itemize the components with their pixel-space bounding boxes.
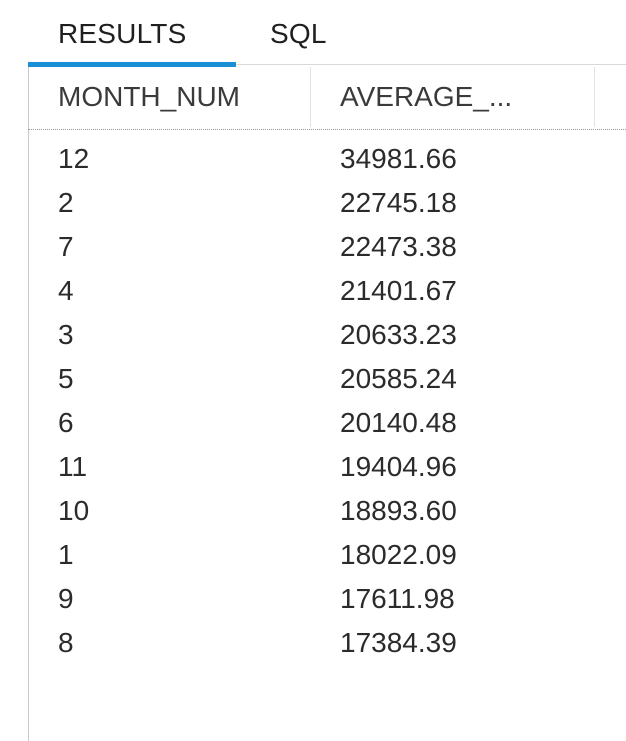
cell-month-num[interactable]: 1 (58, 539, 74, 570)
cell-average[interactable]: 18022.09 (340, 539, 457, 570)
cell-month-num[interactable]: 6 (58, 407, 74, 438)
cell-average[interactable]: 17611.98 (340, 583, 455, 614)
cell-average[interactable]: 21401.67 (340, 275, 457, 306)
column-resize-handle[interactable] (310, 67, 311, 127)
cell-month-num[interactable]: 12 (58, 143, 90, 174)
grid-header-row: MONTH_NUM AVERAGE_... (28, 67, 626, 130)
table-row[interactable]: 3 20633.23 (28, 315, 626, 359)
tab-bar-divider (236, 64, 626, 65)
results-grid: MONTH_NUM AVERAGE_... 12 34981.66 2 2274… (28, 67, 626, 741)
active-tab-indicator (28, 62, 236, 67)
table-row[interactable]: 2 22745.18 (28, 183, 626, 227)
table-row[interactable]: 12 34981.66 (28, 139, 626, 183)
cell-month-num[interactable]: 4 (58, 275, 74, 306)
column-resize-handle[interactable] (594, 67, 595, 127)
column-header-month-num[interactable]: MONTH_NUM (58, 81, 240, 112)
table-row[interactable]: 8 17384.39 (28, 623, 626, 667)
cell-month-num[interactable]: 2 (58, 187, 74, 218)
table-row[interactable]: 10 18893.60 (28, 491, 626, 535)
cell-month-num[interactable]: 8 (58, 627, 74, 658)
cell-average[interactable]: 34981.66 (340, 143, 457, 174)
table-row[interactable]: 9 17611.98 (28, 579, 626, 623)
cell-average[interactable]: 17384.39 (340, 627, 457, 658)
cell-month-num[interactable]: 3 (58, 319, 74, 350)
table-row[interactable]: 7 22473.38 (28, 227, 626, 271)
column-header-average[interactable]: AVERAGE_... (340, 81, 513, 112)
cell-month-num[interactable]: 7 (58, 231, 74, 262)
cell-month-num[interactable]: 5 (58, 363, 74, 394)
table-row[interactable]: 11 19404.96 (28, 447, 626, 491)
tab-bar: RESULTS SQL (0, 0, 626, 67)
tab-sql[interactable]: SQL (270, 18, 327, 49)
cell-average[interactable]: 20140.48 (340, 407, 457, 438)
table-row[interactable]: 1 18022.09 (28, 535, 626, 579)
cell-average[interactable]: 22745.18 (340, 187, 457, 218)
table-row[interactable]: 6 20140.48 (28, 403, 626, 447)
grid-left-border (28, 67, 29, 741)
table-row[interactable]: 4 21401.67 (28, 271, 626, 315)
cell-average[interactable]: 22473.38 (340, 231, 457, 262)
cell-average[interactable]: 20585.24 (340, 363, 457, 394)
cell-average[interactable]: 19404.96 (340, 451, 457, 482)
grid-body: 12 34981.66 2 22745.18 7 22473.38 4 2140… (28, 139, 626, 667)
cell-month-num[interactable]: 11 (58, 451, 88, 482)
cell-average[interactable]: 18893.60 (340, 495, 457, 526)
table-row[interactable]: 5 20585.24 (28, 359, 626, 403)
cell-average[interactable]: 20633.23 (340, 319, 457, 350)
cell-month-num[interactable]: 9 (58, 583, 74, 614)
tab-results[interactable]: RESULTS (58, 18, 187, 49)
cell-month-num[interactable]: 10 (58, 495, 90, 526)
